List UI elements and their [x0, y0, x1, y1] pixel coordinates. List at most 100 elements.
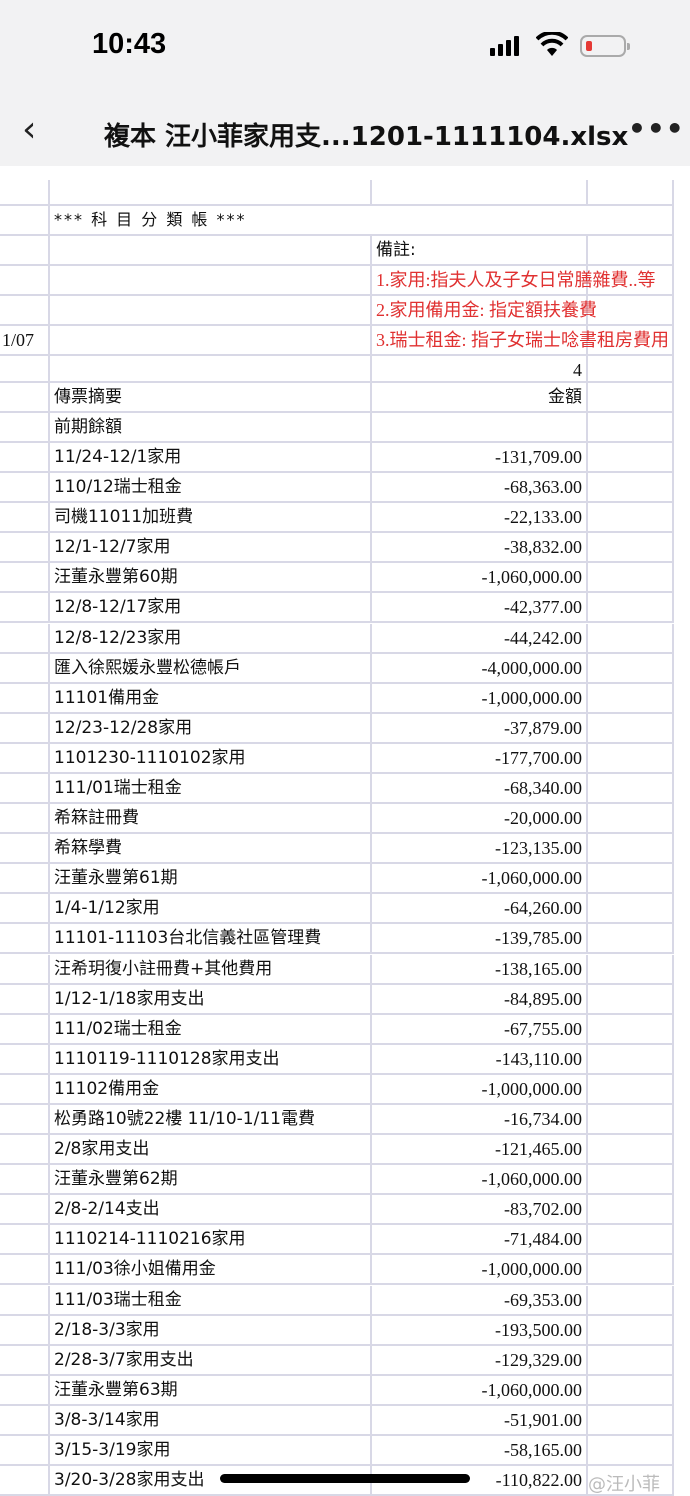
- cell-amount[interactable]: -64,260.00: [372, 894, 588, 925]
- cell-d[interactable]: [588, 1405, 674, 1436]
- cell-amount[interactable]: -16,734.00: [372, 1104, 588, 1135]
- table-row[interactable]: 111/03徐小姐備用金 -1,000,000.00: [0, 1255, 690, 1286]
- more-button[interactable]: •••: [628, 112, 685, 145]
- cell-d[interactable]: [588, 1225, 674, 1256]
- cell-a[interactable]: [0, 623, 50, 654]
- cell-a[interactable]: [0, 954, 50, 985]
- cell-a[interactable]: [0, 683, 50, 714]
- cell-a[interactable]: [0, 713, 50, 744]
- cell-description[interactable]: 汪董永豐第63期: [50, 1375, 372, 1406]
- cell-a[interactable]: [0, 593, 50, 624]
- cell-a[interactable]: [0, 834, 50, 865]
- cell-a[interactable]: [0, 924, 50, 955]
- cell-description[interactable]: 3/15-3/19家用: [50, 1435, 372, 1466]
- cell-d[interactable]: [588, 743, 674, 774]
- cell-d[interactable]: [588, 593, 674, 624]
- table-row[interactable]: 12/8-12/17家用 -42,377.00: [0, 593, 690, 624]
- cell-d[interactable]: [588, 1435, 674, 1466]
- cell-amount[interactable]: -1,000,000.00: [372, 683, 588, 714]
- table-row[interactable]: 汪董永豐第61期 -1,060,000.00: [0, 864, 690, 895]
- cell-a[interactable]: [0, 984, 50, 1015]
- cell-description[interactable]: 111/01瑞士租金: [50, 773, 372, 804]
- cell-description[interactable]: 1110214-1110216家用: [50, 1225, 372, 1256]
- cell-amount[interactable]: -1,000,000.00: [372, 1255, 588, 1286]
- cell-description[interactable]: 110/12瑞士租金: [50, 473, 372, 504]
- table-row[interactable]: 希箖註冊費 -20,000.00: [0, 804, 690, 835]
- cell-description[interactable]: 希箖學費: [50, 834, 372, 865]
- cell-a[interactable]: [0, 1285, 50, 1316]
- table-row[interactable]: 1110119-1110128家用支出 -143,110.00: [0, 1044, 690, 1075]
- cell-amount[interactable]: -143,110.00: [372, 1044, 588, 1075]
- cell-d[interactable]: [588, 1466, 674, 1496]
- cell-d[interactable]: [588, 1165, 674, 1196]
- cell-d[interactable]: [588, 1285, 674, 1316]
- cell-amount[interactable]: -83,702.00: [372, 1195, 588, 1226]
- cell-amount[interactable]: -84,895.00: [372, 984, 588, 1015]
- cell-amount[interactable]: -44,242.00: [372, 623, 588, 654]
- cell-description[interactable]: 汪董永豐第61期: [50, 864, 372, 895]
- cell-amount[interactable]: -193,500.00: [372, 1315, 588, 1346]
- cell-description[interactable]: 111/03瑞士租金: [50, 1285, 372, 1316]
- cell-a[interactable]: [0, 743, 50, 774]
- cell-amount[interactable]: -1,060,000.00: [372, 1375, 588, 1406]
- table-row[interactable]: 11101-11103台北信義社區管理費 -139,785.00: [0, 924, 690, 955]
- table-row[interactable]: 111/02瑞士租金 -67,755.00: [0, 1014, 690, 1045]
- cell-a[interactable]: [0, 864, 50, 895]
- cell-amount[interactable]: -68,363.00: [372, 473, 588, 504]
- table-row[interactable]: 11102備用金 -1,000,000.00: [0, 1074, 690, 1105]
- cell-amount[interactable]: -22,133.00: [372, 503, 588, 534]
- cell-a[interactable]: [0, 1014, 50, 1045]
- cell-a[interactable]: [0, 563, 50, 594]
- table-row[interactable]: 12/23-12/28家用 -37,879.00: [0, 713, 690, 744]
- cell-a[interactable]: [0, 533, 50, 564]
- table-row[interactable]: 111/03瑞士租金 -69,353.00: [0, 1285, 690, 1316]
- cell-description[interactable]: 1110119-1110128家用支出: [50, 1044, 372, 1075]
- cell-a[interactable]: [0, 1135, 50, 1166]
- cell-amount[interactable]: -121,465.00: [372, 1135, 588, 1166]
- cell-d[interactable]: [588, 443, 674, 473]
- cell-description[interactable]: 1101230-1110102家用: [50, 743, 372, 774]
- cell-amount[interactable]: -42,377.00: [372, 593, 588, 624]
- cell-description[interactable]: 12/23-12/28家用: [50, 713, 372, 744]
- cell-amount[interactable]: -58,165.00: [372, 1435, 588, 1466]
- cell-d[interactable]: [588, 1375, 674, 1406]
- cell-amount[interactable]: -110,822.00: [372, 1466, 588, 1496]
- cell-amount[interactable]: -4,000,000.00: [372, 653, 588, 684]
- cell-d[interactable]: [588, 834, 674, 865]
- cell-d[interactable]: [588, 984, 674, 1015]
- cell-amount[interactable]: -51,901.00: [372, 1405, 588, 1436]
- cell-amount[interactable]: -1,060,000.00: [372, 864, 588, 895]
- cell-description[interactable]: 1/12-1/18家用支出: [50, 984, 372, 1015]
- cell-amount[interactable]: -1,000,000.00: [372, 1074, 588, 1105]
- cell-a[interactable]: [0, 1255, 50, 1286]
- cell-amount[interactable]: -38,832.00: [372, 533, 588, 564]
- cell-description[interactable]: 11101-11103台北信義社區管理費: [50, 924, 372, 955]
- cell-a[interactable]: [0, 894, 50, 925]
- cell-amount[interactable]: -68,340.00: [372, 773, 588, 804]
- cell-a[interactable]: [0, 1165, 50, 1196]
- cell-description[interactable]: 11101備用金: [50, 683, 372, 714]
- cell-a[interactable]: [0, 1405, 50, 1436]
- table-row[interactable]: 2/28-3/7家用支出 -129,329.00: [0, 1345, 690, 1376]
- table-row[interactable]: 11101備用金 -1,000,000.00: [0, 683, 690, 714]
- cell-description[interactable]: 111/02瑞士租金: [50, 1014, 372, 1045]
- cell-d[interactable]: [588, 653, 674, 684]
- cell-amount[interactable]: -1,060,000.00: [372, 1165, 588, 1196]
- cell-a[interactable]: [0, 1225, 50, 1256]
- cell-d[interactable]: [588, 1074, 674, 1105]
- cell-d[interactable]: [588, 1135, 674, 1166]
- cell-d[interactable]: [588, 533, 674, 564]
- cell-d[interactable]: [588, 1014, 674, 1045]
- table-row[interactable]: 111/01瑞士租金 -68,340.00: [0, 773, 690, 804]
- table-row[interactable]: 1/12-1/18家用支出 -84,895.00: [0, 984, 690, 1015]
- cell-d[interactable]: [588, 894, 674, 925]
- cell-amount[interactable]: -139,785.00: [372, 924, 588, 955]
- cell-d[interactable]: [588, 1104, 674, 1135]
- cell-amount[interactable]: -129,329.00: [372, 1345, 588, 1376]
- cell-description[interactable]: 111/03徐小姐備用金: [50, 1255, 372, 1286]
- cell-amount[interactable]: -71,484.00: [372, 1225, 588, 1256]
- cell-a[interactable]: [0, 804, 50, 835]
- cell-amount[interactable]: -1,060,000.00: [372, 563, 588, 594]
- cell-a[interactable]: [0, 773, 50, 804]
- cell-description[interactable]: 司機11011加班費: [50, 503, 372, 534]
